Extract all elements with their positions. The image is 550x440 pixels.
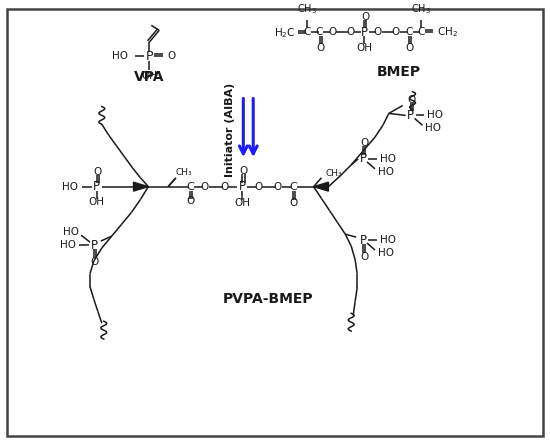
Text: P: P: [407, 109, 414, 122]
Text: O: O: [94, 167, 102, 177]
Text: O: O: [360, 138, 368, 148]
Text: HO: HO: [63, 227, 79, 237]
Text: $\mathregular{H_2C}$: $\mathregular{H_2C}$: [274, 26, 296, 40]
Text: $\mathregular{CH_3}$: $\mathregular{CH_3}$: [296, 3, 317, 16]
Text: OH: OH: [234, 198, 250, 209]
Text: P: P: [360, 234, 367, 246]
Text: C: C: [316, 27, 323, 37]
Text: OH: OH: [89, 198, 105, 208]
Text: O: O: [254, 182, 262, 192]
Text: HO: HO: [60, 240, 76, 250]
Text: C: C: [405, 27, 412, 37]
Text: CH₃: CH₃: [175, 168, 191, 177]
Text: C: C: [186, 182, 194, 192]
Text: HO: HO: [427, 110, 443, 121]
Text: HO: HO: [380, 154, 396, 164]
Polygon shape: [314, 182, 328, 191]
Text: O: O: [187, 197, 195, 206]
Text: C: C: [289, 182, 296, 192]
Text: O: O: [346, 27, 354, 37]
Text: C: C: [303, 27, 310, 37]
Text: P: P: [90, 238, 97, 252]
Text: HO: HO: [378, 248, 394, 258]
Text: HO: HO: [62, 182, 78, 192]
Text: O: O: [405, 43, 414, 53]
Text: O: O: [361, 12, 369, 22]
Text: $\mathregular{CH_2}$: $\mathregular{CH_2}$: [437, 26, 458, 39]
Text: Initiator (AIBA): Initiator (AIBA): [226, 83, 235, 177]
Text: O: O: [221, 182, 229, 192]
Text: O: O: [360, 252, 368, 262]
Text: P: P: [146, 50, 153, 62]
Text: VPA: VPA: [134, 70, 164, 84]
Text: OH: OH: [141, 71, 157, 81]
Text: CH₃: CH₃: [326, 169, 342, 178]
Text: BMEP: BMEP: [377, 65, 421, 79]
Text: P: P: [361, 26, 367, 39]
Text: HO: HO: [378, 167, 394, 177]
FancyBboxPatch shape: [7, 8, 543, 436]
Text: O: O: [290, 198, 298, 209]
Text: C: C: [418, 27, 425, 37]
Text: OH: OH: [356, 43, 372, 53]
Text: P: P: [360, 152, 367, 165]
Text: $\mathregular{CH_3}$: $\mathregular{CH_3}$: [411, 3, 431, 16]
Text: HO: HO: [112, 51, 128, 61]
Text: HO: HO: [380, 235, 396, 245]
Text: O: O: [239, 166, 248, 176]
Text: O: O: [374, 27, 382, 37]
Text: O: O: [201, 182, 209, 192]
Text: O: O: [408, 95, 416, 105]
Text: PVPA-BMEP: PVPA-BMEP: [223, 293, 314, 307]
Text: O: O: [328, 27, 337, 37]
Text: O: O: [167, 51, 175, 61]
Text: O: O: [91, 257, 99, 267]
Text: O: O: [392, 27, 400, 37]
Text: HO: HO: [425, 123, 442, 133]
Text: O: O: [274, 182, 282, 192]
Text: P: P: [94, 180, 100, 193]
Polygon shape: [134, 182, 149, 191]
Text: O: O: [316, 43, 324, 53]
Text: P: P: [239, 180, 246, 193]
